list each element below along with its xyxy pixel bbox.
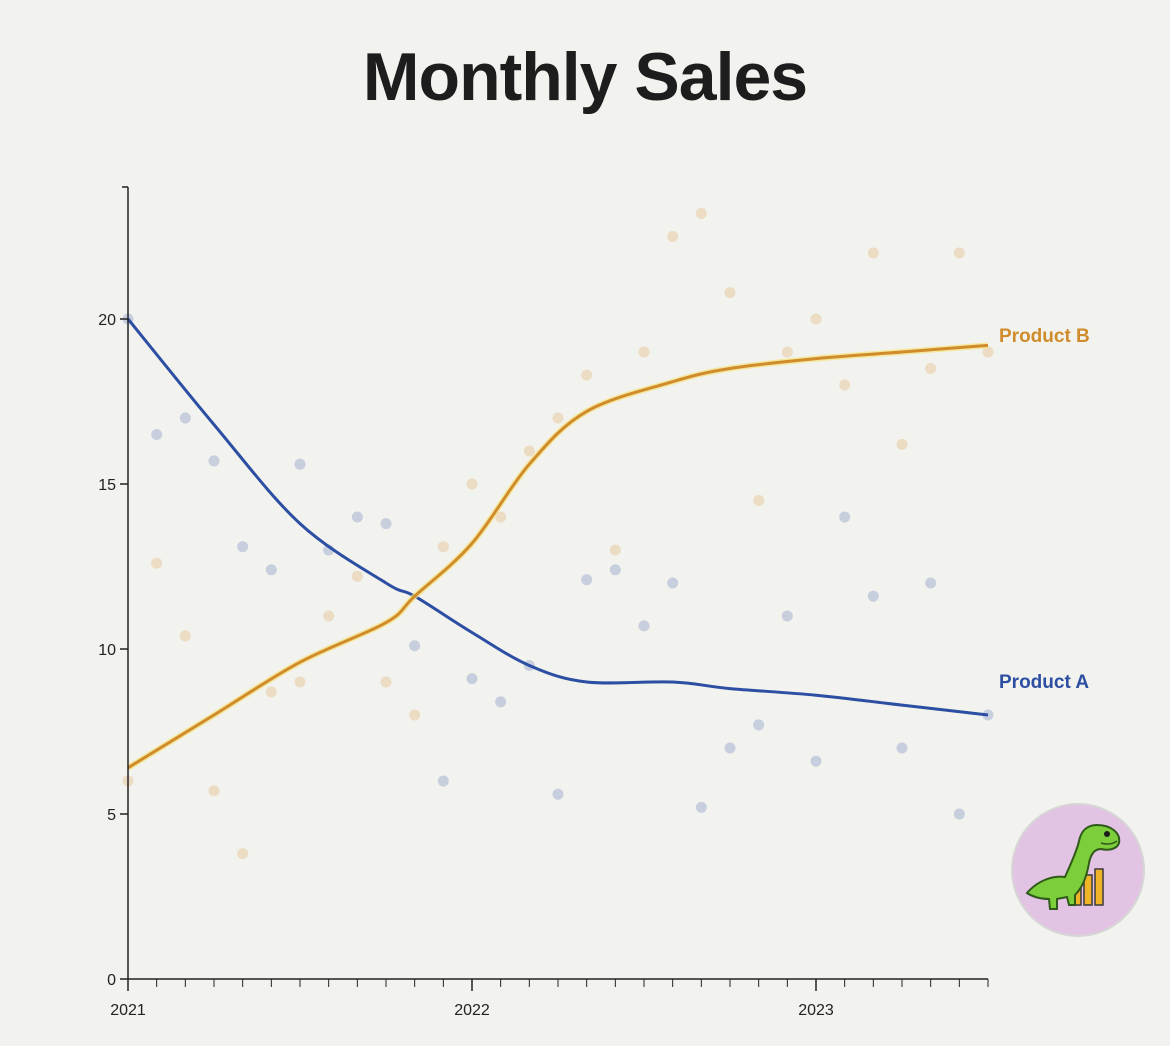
product-a-point — [953, 808, 965, 820]
product-b-point — [237, 848, 249, 860]
product-b-point — [667, 231, 679, 242]
product-b-point — [839, 379, 851, 391]
product-b-point — [982, 346, 994, 358]
product-a-line — [126, 318, 989, 717]
product-b-point — [265, 686, 277, 698]
product-a-point — [896, 742, 908, 754]
product-a-point — [495, 696, 507, 708]
y-tick-label: 5 — [107, 807, 116, 824]
product-b-point — [523, 445, 535, 457]
product-b-point — [294, 676, 306, 688]
product-b-point — [581, 369, 593, 381]
x-tick-label: 2021 — [110, 1002, 146, 1019]
product-a-point — [581, 574, 593, 586]
product-a-point — [409, 640, 421, 652]
product-b-point — [409, 709, 421, 721]
product-b-point — [151, 557, 163, 569]
product-b-point — [781, 346, 793, 358]
product-a-point — [667, 577, 679, 589]
product-a-point — [208, 455, 220, 467]
product-b-point — [953, 247, 965, 259]
product-b-point — [495, 511, 507, 523]
product-b-point — [466, 478, 478, 490]
x-tick-label: 2022 — [454, 1002, 490, 1019]
product-a-point — [753, 719, 765, 731]
product-b-point — [380, 676, 392, 688]
scatter-points — [122, 207, 994, 860]
product-a-point — [351, 511, 363, 523]
y-tick-label: 0 — [107, 972, 116, 989]
series-lines — [126, 318, 989, 771]
product-a-point — [724, 742, 736, 754]
product-a-point — [437, 775, 449, 787]
product-a-point — [265, 564, 277, 576]
dinosaur-chart-icon — [1025, 823, 1121, 910]
product-a-point — [380, 518, 392, 530]
product-b-point — [351, 570, 363, 582]
product-a-point — [839, 511, 851, 523]
product-b-point — [437, 541, 449, 553]
product-a-point — [552, 788, 564, 800]
product-a-point — [638, 620, 650, 632]
product-b-label: Product B — [999, 326, 1090, 347]
product-a-point — [695, 801, 707, 813]
product-a-point — [466, 673, 478, 685]
product-a-point — [781, 610, 793, 622]
product-a-point — [867, 590, 879, 602]
product-b-point — [638, 346, 650, 358]
series-labels: Product A Product B — [999, 326, 1090, 693]
y-tick-label: 15 — [98, 477, 116, 494]
y-tick-label: 20 — [98, 312, 116, 329]
product-b-point — [179, 630, 191, 642]
product-b-line-glow — [126, 342, 989, 771]
product-b-point — [552, 412, 564, 424]
product-a-point — [237, 541, 249, 553]
product-b-point — [208, 785, 220, 797]
product-a-point — [810, 755, 822, 767]
product-b-point — [867, 247, 879, 259]
product-b-line — [127, 343, 989, 770]
dinosaur-chart-badge — [1011, 803, 1145, 937]
product-a-point — [151, 429, 163, 440]
product-b-point — [724, 287, 736, 299]
product-a-point — [179, 412, 191, 424]
x-tick-label: 2023 — [798, 1002, 834, 1019]
chart-title: Monthly Sales — [362, 39, 808, 115]
axes: 0 5 10 15 20 2021 2022 2023 — [98, 186, 989, 1019]
product-a-label: Product A — [999, 672, 1089, 693]
product-b-point — [753, 495, 765, 506]
product-b-point — [609, 544, 621, 556]
product-a-point — [925, 577, 937, 589]
product-b-point — [925, 363, 937, 374]
product-b-point — [896, 438, 908, 450]
product-a-point — [294, 458, 306, 470]
y-tick-label: 10 — [98, 642, 116, 659]
product-b-point — [810, 313, 822, 325]
product-b-point — [695, 207, 707, 219]
product-a-point — [609, 564, 621, 576]
product-b-point — [323, 610, 335, 622]
